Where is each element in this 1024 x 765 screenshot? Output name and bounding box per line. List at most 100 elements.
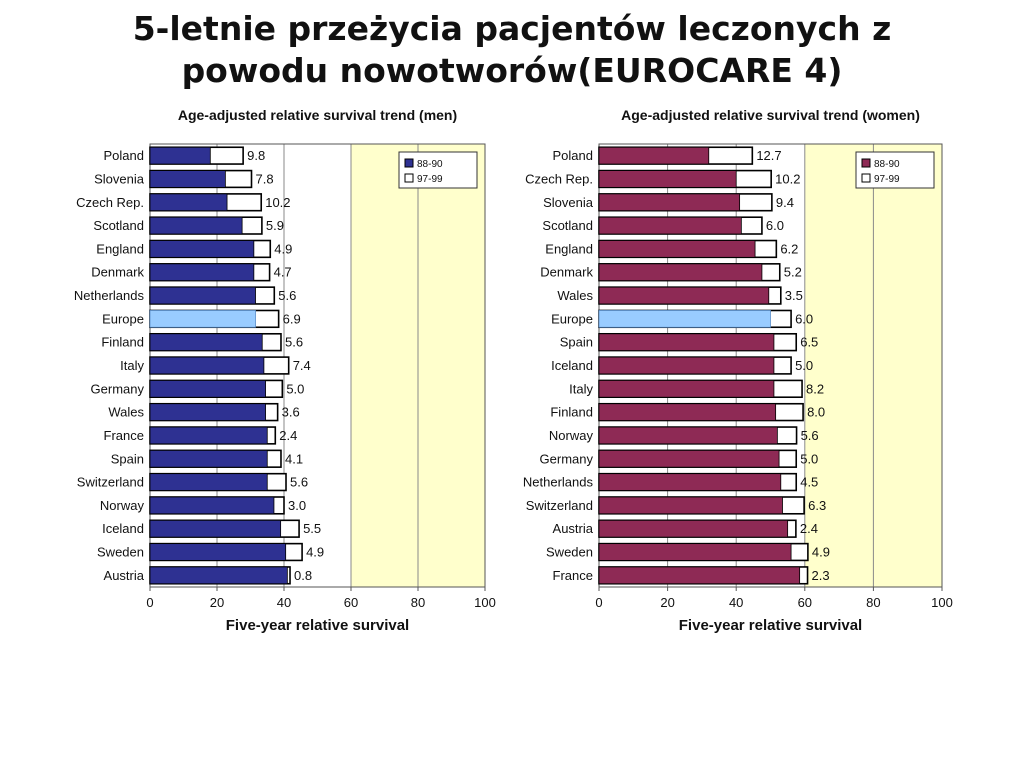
data-label: 4.1 (285, 451, 303, 466)
category-label: Netherlands (74, 288, 145, 303)
legend-label: 97-99 (417, 174, 443, 185)
data-label: 12.7 (756, 148, 781, 163)
category-label: Finland (550, 405, 593, 420)
bar-88-90-germany (598, 449, 780, 468)
data-label: 2.4 (279, 428, 297, 443)
bar-88-90-denmark (598, 263, 763, 282)
bar-88-90-czech-rep (149, 193, 228, 212)
x-tick-label: 60 (798, 595, 812, 610)
data-label: 6.0 (795, 311, 813, 326)
category-label: Iceland (102, 521, 144, 536)
category-label: Italy (569, 381, 593, 396)
category-label: Spain (111, 451, 144, 466)
data-label: 4.5 (800, 475, 818, 490)
category-label: Norway (549, 428, 594, 443)
category-label: Finland (101, 335, 144, 350)
bar-88-90-europe (149, 310, 256, 328)
category-label: Poland (104, 148, 144, 163)
category-label: Austria (104, 568, 145, 583)
legend-swatch-88-90 (861, 158, 871, 168)
bar-88-90-czech-rep (598, 170, 737, 188)
bar-88-90-england (598, 240, 756, 258)
category-label: Scotland (542, 218, 593, 233)
data-label: 5.6 (801, 428, 819, 443)
x-tick-label: 20 (660, 595, 674, 610)
bar-88-90-wales (149, 403, 266, 421)
legend-swatch-97-99 (861, 173, 871, 183)
data-label: 5.5 (303, 521, 321, 536)
category-label: Iceland (551, 358, 593, 373)
category-label: Switzerland (77, 475, 144, 490)
category-label: Wales (108, 405, 144, 420)
bar-88-90-spain (149, 449, 268, 468)
data-label: 6.0 (766, 218, 784, 233)
data-label: 2.4 (800, 521, 818, 536)
bar-88-90-europe (598, 310, 771, 328)
bar-88-90-austria (598, 519, 789, 538)
bar-88-90-slovenia (149, 170, 226, 188)
category-label: Denmark (540, 265, 593, 280)
bar-88-90-sweden (598, 543, 792, 561)
data-label: 5.6 (290, 475, 308, 490)
bar-88-90-france (149, 426, 268, 445)
bar-88-90-norway (149, 496, 275, 515)
chart-title: Age-adjusted relative survival trend (me… (178, 107, 457, 123)
data-label: 6.3 (808, 498, 826, 513)
category-label: Europe (551, 311, 593, 326)
data-label: 5.0 (286, 381, 304, 396)
category-label: Spain (560, 335, 593, 350)
x-tick-label: 100 (931, 595, 953, 610)
data-label: 4.9 (812, 545, 830, 560)
bar-88-90-iceland (149, 519, 282, 538)
category-label: Wales (557, 288, 593, 303)
bar-88-90-netherlands (598, 473, 782, 491)
bar-88-90-switzerland (149, 473, 268, 491)
bar-88-90-scotland (149, 216, 243, 235)
bar-88-90-norway (598, 426, 778, 445)
category-label: Sweden (546, 545, 593, 560)
category-label: Germany (91, 381, 145, 396)
data-label: 5.2 (784, 265, 802, 280)
data-label: 7.4 (293, 358, 311, 373)
chart-men: Age-adjusted relative survival trend (me… (74, 107, 496, 634)
data-label: 7.8 (256, 171, 274, 186)
category-label: Sweden (97, 545, 144, 560)
data-label: 8.0 (807, 405, 825, 420)
category-label: Norway (100, 498, 145, 513)
category-label: Italy (120, 358, 144, 373)
x-tick-label: 100 (474, 595, 496, 610)
data-label: 4.9 (274, 241, 292, 256)
bar-88-90-england (149, 240, 255, 258)
chart-women: Age-adjusted relative survival trend (wo… (523, 107, 953, 634)
bar-88-90-scotland (598, 216, 742, 235)
category-label: France (553, 568, 593, 583)
x-tick-label: 80 (866, 595, 880, 610)
x-axis-label: Five-year relative survival (226, 617, 409, 634)
data-label: 5.9 (266, 218, 284, 233)
data-label: 6.2 (780, 241, 798, 256)
category-label: Slovenia (94, 171, 145, 186)
data-label: 9.4 (776, 195, 794, 210)
data-label: 5.6 (278, 288, 296, 303)
data-label: 5.0 (795, 358, 813, 373)
category-label: Switzerland (526, 498, 593, 513)
data-label: 10.2 (775, 171, 800, 186)
category-label: Denmark (91, 265, 144, 280)
data-label: 5.0 (800, 451, 818, 466)
data-label: 8.2 (806, 381, 824, 396)
chart-title: Age-adjusted relative survival trend (wo… (621, 107, 920, 123)
data-label: 9.8 (247, 148, 265, 163)
category-label: Netherlands (523, 475, 594, 490)
bar-88-90-italy (149, 356, 265, 375)
slide-title-line-2: powodu nowotworów(EUROCARE 4) (181, 51, 843, 90)
data-label: 3.0 (288, 498, 306, 513)
data-label: 4.9 (306, 545, 324, 560)
slide-title-line-1: 5-letnie przeżycia pacjentów leczonych z (132, 9, 892, 48)
bar-88-90-netherlands (149, 286, 256, 305)
category-label: France (104, 428, 144, 443)
data-label: 4.7 (274, 265, 292, 280)
bar-88-90-switzerland (598, 496, 783, 515)
legend-label: 88-90 (417, 159, 443, 170)
bar-88-90-finland (149, 333, 263, 351)
legend-label: 88-90 (874, 159, 900, 170)
